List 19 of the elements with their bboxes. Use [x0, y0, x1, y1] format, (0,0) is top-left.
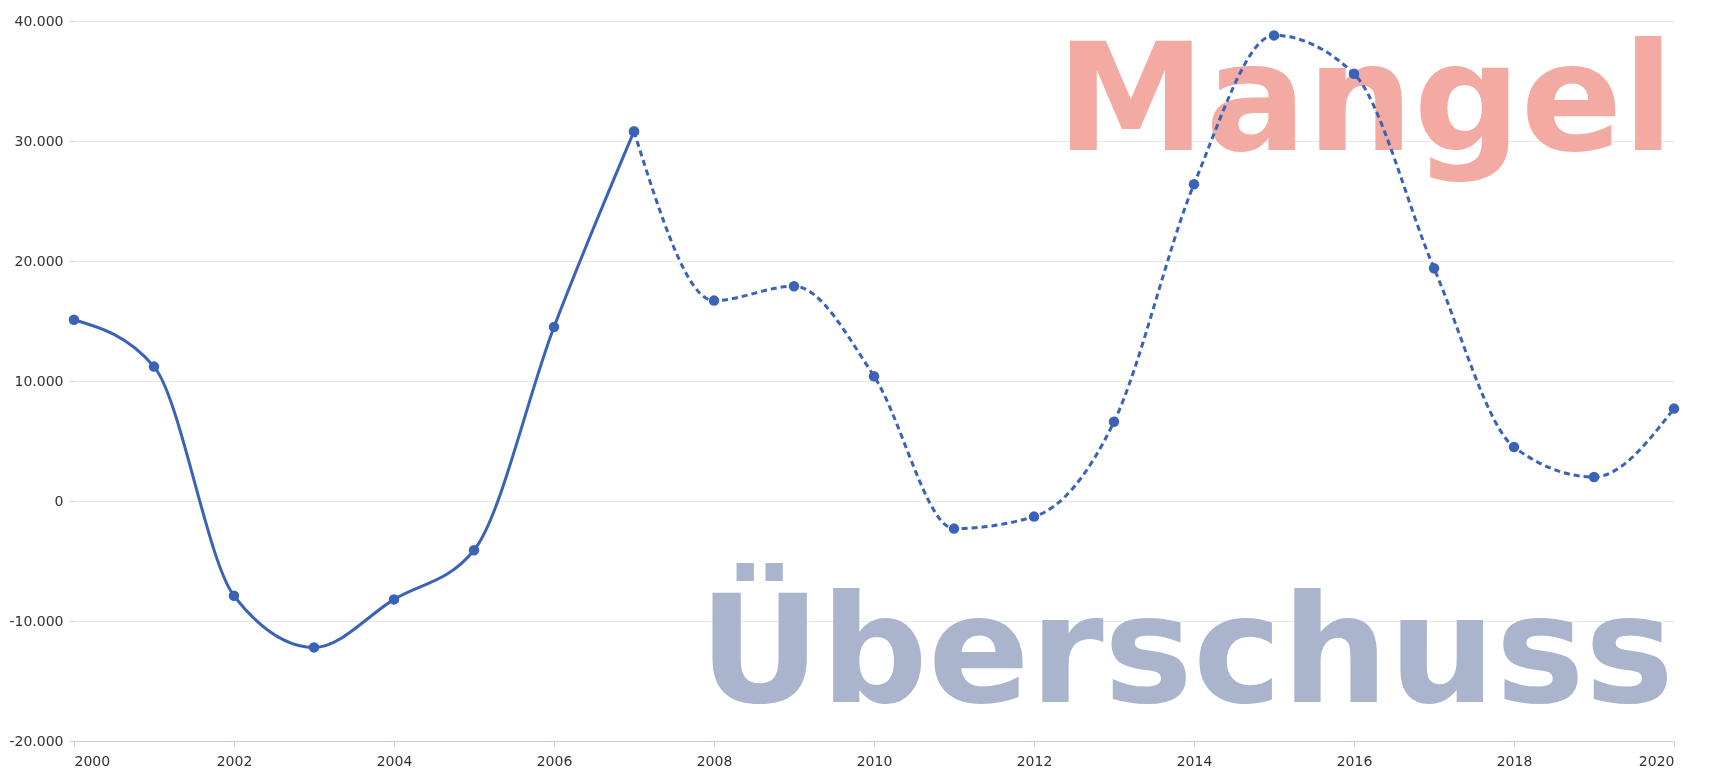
x-tick-label: 2020 [1638, 752, 1675, 769]
x-tick-label: 2018 [1496, 752, 1533, 769]
x-tick-label: 2016 [1336, 752, 1373, 769]
annotation: Überschuss [698, 562, 1674, 737]
x-tick-label: 2004 [376, 752, 413, 769]
x-tick-label: 2012 [1016, 752, 1053, 769]
y-tick-label: 30.000 [14, 132, 64, 149]
x-tick-label: 2000 [74, 752, 111, 769]
y-tick-label: 40.000 [14, 12, 64, 29]
y-tick-label: 10.000 [14, 372, 64, 389]
x-tick-label: 2006 [536, 752, 573, 769]
x-tick-label: 2010 [856, 752, 893, 769]
y-tick-label: -10.000 [9, 612, 64, 629]
x-tick-label: 2008 [696, 752, 733, 769]
y-tick-label: 0 [54, 492, 64, 509]
y-tick-label: 20.000 [14, 252, 64, 269]
y-tick-label: -20.000 [9, 732, 64, 749]
x-tick-label: 2014 [1176, 752, 1213, 769]
x-tick-label: 2002 [216, 752, 253, 769]
